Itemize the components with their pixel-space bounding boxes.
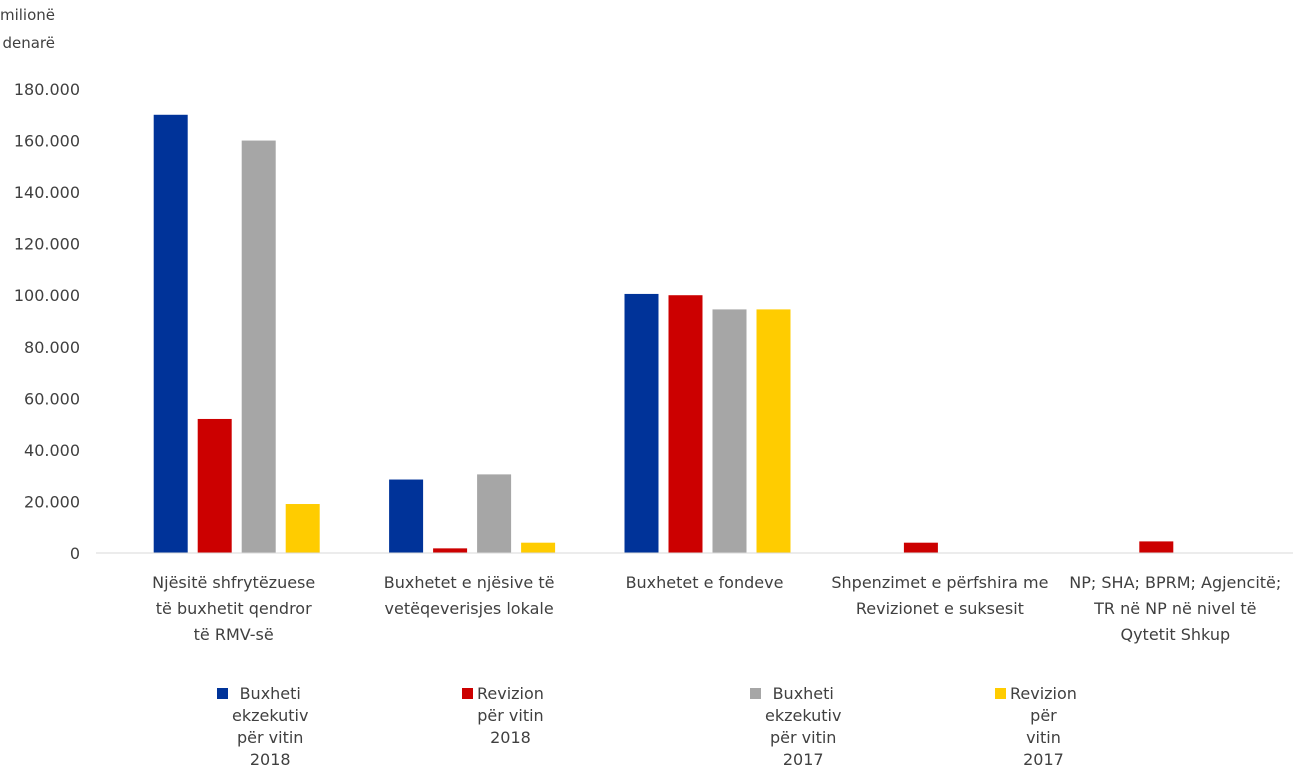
bar-chart: milionë denarë 0 20.000 40.000 60.000 80.000 1… [0, 6, 1293, 644]
bar-series-3-cat-3 [712, 309, 747, 553]
legend-item-series-3: Buxheti ekzekutiv për vitin 2017 [750, 683, 841, 771]
y-tick-label: 120.000 [14, 235, 80, 254]
y-tick-label: 160.000 [14, 132, 80, 151]
legend-swatch [995, 688, 1006, 699]
bar-series-1-cat-3 [624, 293, 659, 553]
bar-series-1-cat-2 [389, 479, 424, 553]
x-category-label: Njësitë shfrytëzuese të buxhetit qendror t… [152, 573, 315, 644]
y-tick-label: 60.000 [24, 389, 80, 408]
bar-series-4-cat-3 [756, 309, 791, 553]
bar-series-1-cat-1 [153, 114, 188, 554]
y-tick-label: 100.000 [14, 286, 80, 305]
bar-series-2-cat-3 [668, 295, 703, 553]
x-category-label: Buxhetet e njësive të vetëqeverisjes loka… [384, 573, 555, 618]
y-axis-ticks: 0 20.000 40.000 60.000 80.000 100.000 120.000 1… [14, 80, 80, 563]
bar-series-3-cat-2 [477, 474, 512, 553]
y-axis-label: milionë denarë [0, 6, 55, 52]
legend-label: Buxheti ekzekutiv për vitin 2018 [232, 684, 309, 769]
y-tick-label: 0 [70, 544, 80, 563]
legend-item-series-4: Revizion për vitin 2017 [995, 683, 1077, 771]
bar-series-4-cat-1 [285, 504, 320, 553]
category-labels: Njësitë shfrytëzuese të buxhetit qendror t… [152, 573, 1281, 644]
y-tick-label: 40.000 [24, 441, 80, 460]
legend-label: Revizion për vitin 2018 [477, 684, 544, 747]
legend-item-series-2: Revizion për vitin 2018 [462, 683, 544, 749]
x-category-label: Buxhetet e fondeve [626, 573, 784, 592]
legend-item-series-1: Buxheti ekzekutiv për vitin 2018 [217, 683, 308, 771]
bar-series-2-cat-5 [1139, 541, 1174, 553]
bar-series-2-cat-2 [433, 548, 468, 553]
bar-series-3-cat-1 [241, 140, 276, 554]
x-category-label: Shpenzimet e përfshira me Revizionet e su… [831, 573, 1048, 618]
bar-series-2-cat-4 [903, 542, 938, 553]
y-tick-label: 140.000 [14, 183, 80, 202]
legend-swatch [217, 688, 228, 699]
legend-label: Buxheti ekzekutiv për vitin 2017 [765, 684, 842, 769]
y-tick-label: 180.000 [14, 80, 80, 99]
y-tick-label: 20.000 [24, 492, 80, 511]
bars [153, 114, 1174, 554]
y-tick-label: 80.000 [24, 338, 80, 357]
y-axis-title: milionë denarë [0, 6, 55, 52]
legend-swatch [462, 688, 473, 699]
legend-swatch [750, 688, 761, 699]
bar-series-2-cat-1 [197, 418, 232, 553]
bar-series-4-cat-2 [521, 542, 556, 553]
x-category-label: NP; SHA; BPRM; Agjencitë; TR në NP në niv… [1069, 573, 1281, 644]
legend-label: Revizion për vitin 2017 [1010, 684, 1077, 769]
